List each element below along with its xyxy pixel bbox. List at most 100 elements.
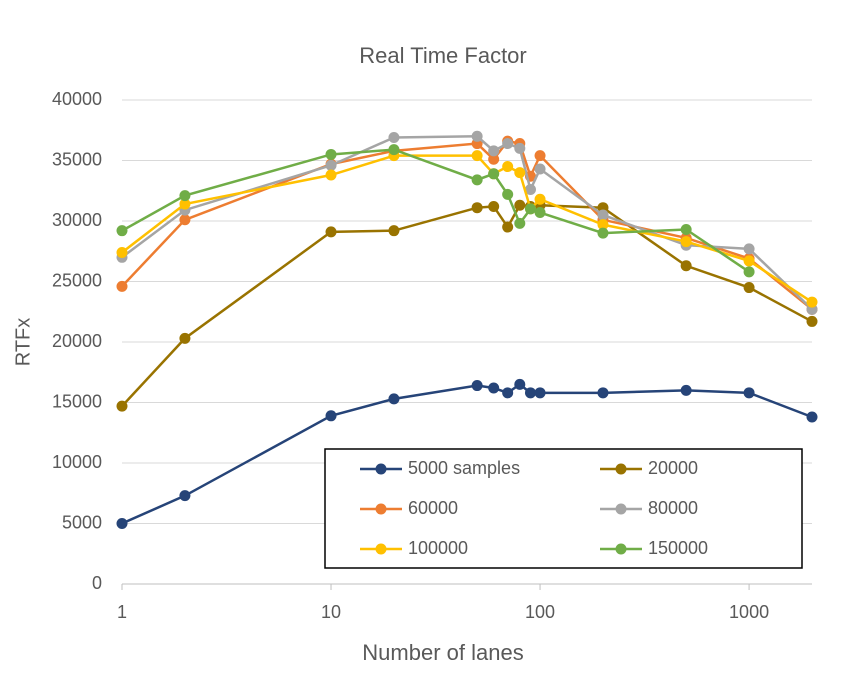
data-point <box>743 255 755 267</box>
data-point <box>325 169 337 181</box>
legend-label: 100000 <box>408 538 468 558</box>
data-point <box>514 142 526 154</box>
series-line <box>121 382 813 525</box>
y-tick-label: 5000 <box>62 512 102 532</box>
data-point <box>325 226 337 238</box>
data-point <box>514 378 526 390</box>
x-axis-label: Number of lanes <box>362 640 523 665</box>
data-point <box>534 193 546 205</box>
data-point <box>179 190 191 202</box>
data-point <box>806 296 818 308</box>
data-point <box>471 202 483 214</box>
y-tick-label: 35000 <box>52 149 102 169</box>
data-point <box>502 387 514 399</box>
data-point <box>806 411 818 423</box>
legend-marker <box>375 543 387 555</box>
data-point <box>488 145 500 157</box>
data-point <box>534 207 546 219</box>
data-point <box>116 246 128 258</box>
legend-label: 20000 <box>648 458 698 478</box>
series-line <box>121 135 813 311</box>
legend-marker <box>375 503 387 515</box>
x-tick-label: 100 <box>525 602 555 622</box>
y-tick-label: 10000 <box>52 452 102 472</box>
y-tick-label: 40000 <box>52 89 102 109</box>
series-line <box>121 139 813 311</box>
legend-marker <box>615 463 627 475</box>
data-point <box>743 282 755 294</box>
data-point <box>488 153 500 165</box>
data-point <box>325 159 337 171</box>
data-point <box>534 150 546 162</box>
data-point <box>471 130 483 142</box>
legend-marker <box>615 543 627 555</box>
data-point <box>116 280 128 292</box>
data-point <box>597 227 609 239</box>
legend-label: 60000 <box>408 498 458 518</box>
data-point <box>388 225 400 237</box>
data-point <box>179 490 191 502</box>
data-point <box>534 163 546 175</box>
legend-marker <box>615 503 627 515</box>
data-point <box>179 214 191 226</box>
y-tick-label: 20000 <box>52 331 102 351</box>
data-point <box>514 199 526 211</box>
data-point <box>471 150 483 162</box>
series-line <box>121 154 813 304</box>
data-point <box>597 387 609 399</box>
series-line <box>121 203 813 407</box>
chart-title: Real Time Factor <box>359 43 527 68</box>
y-axis-label: RTFx <box>12 318 34 367</box>
data-point <box>488 200 500 212</box>
data-point <box>597 219 609 231</box>
data-point <box>116 518 128 529</box>
data-point <box>502 221 514 233</box>
data-point <box>743 243 755 255</box>
data-point <box>514 217 526 229</box>
y-tick-label: 15000 <box>52 391 102 411</box>
data-point <box>488 382 500 394</box>
data-point <box>388 393 400 405</box>
data-point <box>680 260 692 272</box>
legend <box>324 448 803 569</box>
x-tick-label: 10 <box>321 602 341 622</box>
data-point <box>325 410 337 422</box>
series-line <box>121 148 750 273</box>
data-point <box>806 315 818 327</box>
y-tick-label: 30000 <box>52 210 102 230</box>
data-point <box>597 209 609 221</box>
data-point <box>524 184 536 196</box>
legend-label: 150000 <box>648 538 708 558</box>
data-point <box>743 387 755 399</box>
data-point <box>502 188 514 200</box>
x-tick-label: 1 <box>117 602 127 622</box>
data-point <box>502 138 514 150</box>
legend-label: 80000 <box>648 498 698 518</box>
legend-label: 5000 samples <box>408 458 520 478</box>
data-point <box>325 148 337 160</box>
y-tick-label: 25000 <box>52 270 102 290</box>
data-point <box>534 387 546 399</box>
x-tick-label: 1000 <box>729 602 769 622</box>
data-point <box>743 266 755 278</box>
data-point <box>524 203 536 215</box>
data-point <box>179 198 191 210</box>
data-point <box>680 384 692 396</box>
data-point <box>524 387 536 399</box>
data-point <box>116 400 128 412</box>
data-point <box>116 225 128 237</box>
data-point <box>471 380 483 392</box>
data-point <box>514 167 526 179</box>
data-point <box>388 144 400 156</box>
data-point <box>388 132 400 144</box>
data-point <box>488 168 500 180</box>
data-point <box>680 236 692 248</box>
data-point <box>502 161 514 173</box>
data-point <box>471 174 483 186</box>
data-point <box>179 332 191 344</box>
data-point <box>680 223 692 235</box>
y-tick-label: 0 <box>92 573 102 593</box>
legend-marker <box>375 463 387 475</box>
